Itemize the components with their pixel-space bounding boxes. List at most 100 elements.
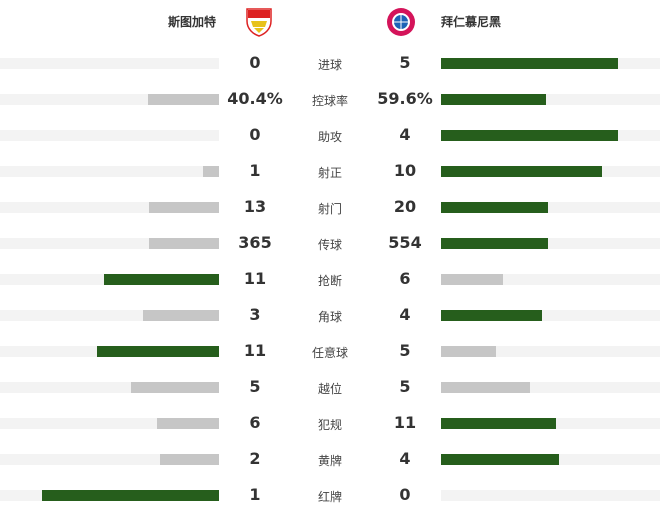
home-bar — [42, 490, 219, 501]
home-value: 3 — [249, 305, 261, 324]
bayern-crest-icon — [387, 8, 415, 36]
home-bar — [156, 418, 219, 429]
stat-label: 射正 — [317, 166, 342, 180]
away-value: 4 — [399, 305, 411, 324]
home-value: 0 — [249, 125, 261, 144]
away-value: 20 — [393, 197, 417, 216]
away-value: 5 — [399, 377, 411, 396]
home-team-name: 斯图加特 — [168, 15, 217, 29]
away-bar — [441, 382, 530, 393]
home-bar-track — [0, 418, 219, 429]
away-bar-track — [441, 454, 660, 465]
away-bar — [441, 166, 602, 177]
away-team-name: 拜仁慕尼黑 — [441, 15, 502, 29]
home-bar — [202, 166, 219, 177]
stat-row: 11 任意球 5 — [0, 334, 660, 370]
away-bar-track — [441, 346, 660, 357]
stat-label: 助攻 — [317, 130, 342, 144]
stat-row: 40.4% 控球率 59.6% — [0, 82, 660, 118]
stat-row: 3 角球 4 — [0, 298, 660, 334]
stuttgart-crest-icon — [246, 8, 272, 37]
home-value: 2 — [249, 449, 261, 468]
away-bar — [441, 94, 547, 105]
home-bar — [149, 202, 219, 213]
stat-row: 13 射门 20 — [0, 190, 660, 226]
stat-row: 365 传球 554 — [0, 226, 660, 262]
home-bar-track — [0, 94, 219, 105]
home-bar — [148, 238, 219, 249]
home-bar — [143, 310, 219, 321]
home-bar-track — [0, 58, 219, 69]
away-bar-track — [441, 166, 660, 177]
away-bar — [441, 454, 559, 465]
home-bar-track — [0, 346, 219, 357]
home-bar-track — [0, 130, 219, 141]
home-value: 6 — [249, 413, 261, 432]
home-bar-track — [0, 382, 219, 393]
away-bar — [441, 238, 548, 249]
home-value: 365 — [238, 233, 272, 252]
home-bar — [160, 454, 219, 465]
stat-label: 任意球 — [311, 346, 348, 360]
stat-row: 11 抢断 6 — [0, 262, 660, 298]
home-bar-track — [0, 166, 219, 177]
stat-row: 2 黄牌 4 — [0, 442, 660, 478]
home-bar — [97, 346, 219, 357]
home-value: 0 — [249, 53, 261, 72]
home-bar-track — [0, 274, 219, 285]
stat-label: 角球 — [317, 310, 342, 324]
away-value: 10 — [393, 161, 417, 180]
stat-label: 越位 — [317, 382, 342, 396]
away-bar — [441, 418, 556, 429]
away-value: 0 — [399, 485, 411, 504]
away-bar-track — [441, 418, 660, 429]
stat-row: 1 红牌 0 — [0, 478, 660, 514]
stat-label: 红牌 — [317, 490, 342, 504]
stat-row: 0 进球 5 — [0, 46, 660, 82]
home-value: 1 — [249, 485, 261, 504]
away-bar-track — [441, 274, 660, 285]
away-bar — [441, 202, 549, 213]
stat-label: 控球率 — [311, 94, 348, 108]
away-bar — [441, 58, 618, 69]
away-bar — [441, 274, 504, 285]
home-bar — [104, 274, 219, 285]
away-bar — [441, 346, 497, 357]
home-bar-track — [0, 202, 219, 213]
stat-label: 传球 — [317, 238, 342, 252]
stat-label: 射门 — [317, 202, 342, 216]
match-header: 斯图加特 拜仁慕尼黑 — [0, 0, 660, 44]
away-bar — [441, 310, 543, 321]
stat-label: 犯规 — [317, 418, 342, 432]
home-bar-track — [0, 490, 219, 501]
away-bar-track — [441, 202, 660, 213]
away-bar-track — [441, 382, 660, 393]
stat-row: 6 犯规 11 — [0, 406, 660, 442]
away-bar-track — [441, 94, 660, 105]
away-value: 59.6% — [377, 89, 433, 108]
home-value: 40.4% — [227, 89, 283, 108]
away-bar-track — [441, 58, 660, 69]
home-value: 1 — [249, 161, 261, 180]
stat-row: 5 越位 5 — [0, 370, 660, 406]
home-bar-track — [0, 454, 219, 465]
home-value: 13 — [243, 197, 267, 216]
away-bar-track — [441, 238, 660, 249]
away-value: 6 — [399, 269, 411, 288]
away-bar-track — [441, 310, 660, 321]
away-value: 11 — [393, 413, 417, 432]
home-value: 11 — [243, 269, 267, 288]
away-value: 4 — [399, 125, 411, 144]
away-value: 5 — [399, 53, 411, 72]
home-value: 11 — [243, 341, 267, 360]
stat-label: 黄牌 — [317, 454, 342, 468]
home-value: 5 — [249, 377, 261, 396]
away-value: 554 — [388, 233, 422, 252]
away-bar-track — [441, 490, 660, 501]
home-bar — [147, 94, 219, 105]
stat-row: 0 助攻 4 — [0, 118, 660, 154]
home-bar-track — [0, 310, 219, 321]
away-value: 4 — [399, 449, 411, 468]
home-bar-track — [0, 238, 219, 249]
home-bar — [130, 382, 219, 393]
